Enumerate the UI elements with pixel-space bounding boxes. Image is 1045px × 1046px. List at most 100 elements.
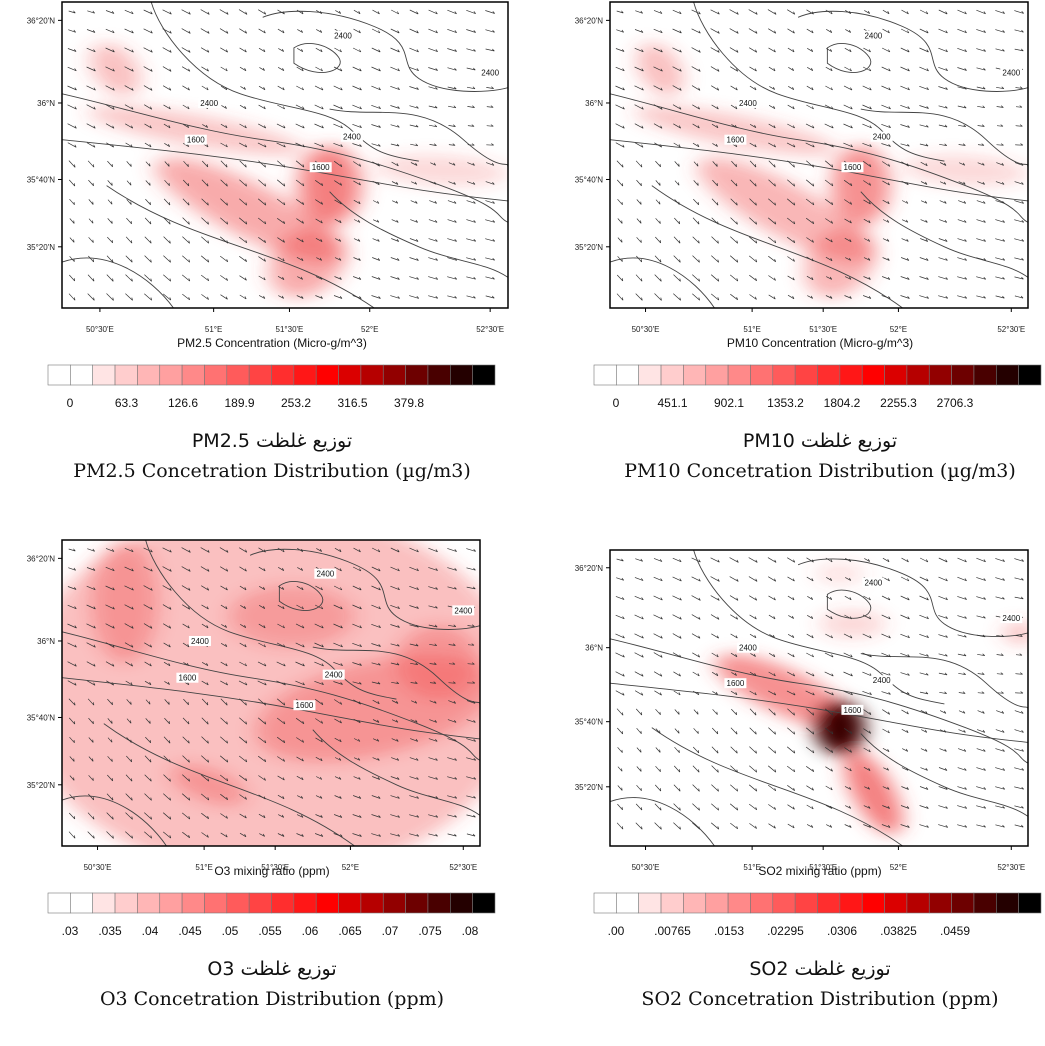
colorbar-cell (973, 364, 997, 386)
colorbar-tick-label: .0153 (714, 924, 744, 938)
colorbar-tick-label: 253.2 (281, 396, 311, 410)
contour-label-box (184, 134, 207, 145)
colorbar-tick-label: 2706.3 (937, 396, 974, 410)
contour-label: 2400 (864, 579, 882, 588)
colorbar-cell (638, 892, 662, 914)
map-frame (609, 1, 1029, 309)
lon-label: 52°30'E (997, 863, 1025, 872)
map-clip (610, 2, 1030, 308)
contour-label-box (841, 162, 864, 173)
contour-label: 2400 (316, 570, 334, 579)
colorbar-cell (817, 364, 841, 386)
concentration (62, 540, 480, 846)
contour-label-box (331, 30, 354, 41)
concentration-blob (62, 540, 480, 846)
colorbar-tick-label: 451.1 (657, 396, 687, 410)
contour-label-box (841, 704, 864, 715)
colorbar-cell (995, 364, 1019, 386)
map-field (610, 550, 1028, 846)
contour-label: 2400 (1002, 614, 1020, 623)
contour-label-box (293, 700, 316, 711)
caption-en: PM2.5 Concetration Distribution (µg/m3) (73, 460, 471, 482)
colorbar-tick-label: 1804.2 (824, 396, 861, 410)
lat-label: 35°40'N (27, 713, 56, 722)
lon-label: 52°30'E (449, 863, 477, 872)
concentration-blob (902, 154, 1028, 187)
colorbar-cell (884, 364, 908, 386)
contour (861, 192, 1028, 278)
contour (827, 590, 870, 618)
colorbar-tick-label: .00765 (654, 924, 691, 938)
lon-label: 50°30'E (84, 863, 112, 872)
contour-label: 2400 (873, 133, 891, 142)
concentration-blob (819, 609, 886, 639)
contour (798, 11, 1028, 91)
contour-label-box (309, 162, 332, 173)
contour (610, 798, 715, 846)
colorbar-cell (315, 364, 339, 386)
wind-vectors (615, 557, 1025, 830)
contour (62, 678, 480, 739)
colorbar-cell (973, 892, 997, 914)
colorbar-cell (204, 364, 228, 386)
colorbar-cell (794, 892, 818, 914)
contour (610, 683, 1028, 742)
colorbar-cell (204, 892, 228, 914)
contour-label-box (736, 642, 759, 653)
colorbar-cell (772, 892, 796, 914)
colorbar-tick-label: 316.5 (337, 396, 367, 410)
concentration-blob (229, 585, 355, 648)
contour (62, 796, 167, 846)
colorbar-cell (427, 892, 451, 914)
lat-label: 35°20'N (575, 783, 604, 792)
map-clip (62, 540, 480, 846)
colorbar-tick-label: .055 (258, 924, 282, 938)
colorbar-tick-label: .08 (462, 924, 479, 938)
colorbar-cell (727, 892, 751, 914)
caption-en: PM10 Concetration Distribution (µg/m3) (624, 460, 1016, 482)
contour-label: 1600 (844, 163, 862, 172)
colorbar-cell (750, 892, 774, 914)
contour-label: 2400 (200, 99, 218, 108)
contour-label: 1600 (296, 701, 314, 710)
contour-label: 1600 (844, 706, 862, 715)
contour-label: 2400 (343, 133, 361, 142)
map-panel: 2400 2400 2400 1600 2400 1600 36°20'N 36°N 35°40… (575, 549, 1042, 1010)
contour (279, 581, 322, 610)
colorbar-cell (1018, 892, 1042, 914)
colorbar-cell (315, 892, 339, 914)
contour-label-box (736, 97, 759, 108)
colorbar-cell (660, 364, 684, 386)
lon-label: 52°30'E (476, 325, 504, 334)
map-frame (609, 549, 1029, 847)
colorbar-tick-label: 0 (613, 396, 620, 410)
concentration (715, 561, 1028, 835)
lon-label: 52°E (361, 325, 378, 334)
colorbar-title: PM10 Concentration (Micro-g/m^3) (727, 336, 913, 350)
colorbar-cell (47, 892, 71, 914)
colorbar-cell (382, 364, 406, 386)
caption-fa: توزیع غلظت PM2.5 (192, 430, 352, 452)
caption-fa: توزیع غلظت SO2 (749, 958, 890, 980)
concentration-blob (844, 750, 903, 835)
colorbar-cell (159, 364, 183, 386)
map-panel: 2400 2400 2400 1600 2400 1600 36°20'N 36°N 35°40… (27, 1, 509, 482)
colorbar-cell (906, 892, 930, 914)
contour (610, 639, 1028, 763)
contour-label-box (340, 131, 363, 142)
concentration-blob (634, 105, 837, 156)
colorbar-cell (884, 892, 908, 914)
colorbar-cell (405, 364, 429, 386)
map-field (610, 2, 1030, 308)
lat-label: 35°40'N (27, 175, 56, 184)
lat-label: 36°N (37, 99, 55, 108)
concentration-blob (1002, 621, 1028, 645)
colorbar-cell (137, 892, 161, 914)
colorbar-cell (817, 892, 841, 914)
colorbar-cell (226, 364, 250, 386)
concentration-blob (804, 226, 876, 298)
colorbar-cell (861, 364, 885, 386)
contour-label: 2400 (334, 32, 352, 41)
concentration (87, 42, 508, 298)
contour-label: 2400 (739, 99, 757, 108)
